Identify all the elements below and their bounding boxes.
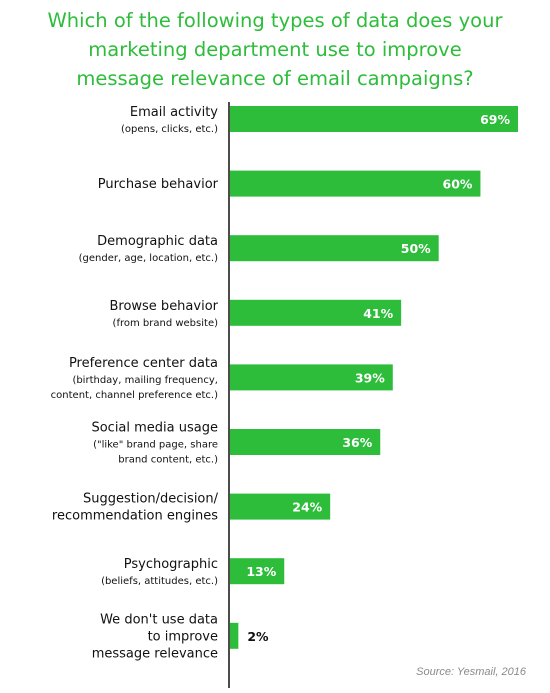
bar-value-label-0: 69% (480, 112, 510, 127)
category-label-6-0: Suggestion/decision/ (83, 492, 219, 507)
bar-1 (230, 170, 481, 197)
category-sublabel-0-0: (opens, clicks, etc.) (121, 124, 218, 135)
bar-0 (230, 106, 518, 132)
chart-title-line-1: Which of the following types of data doe… (47, 9, 503, 32)
category-sublabel-2-0: (gender, age, location, etc.) (79, 253, 218, 264)
chart-title-line-2: marketing department use to improve (88, 38, 462, 61)
bar-8 (230, 622, 239, 649)
source-note: Source: Yesmail, 2016 (416, 666, 526, 678)
bar-value-label-3: 41% (363, 306, 393, 321)
bar-2 (230, 235, 439, 262)
category-sublabel-4-0: (birthday, mailing frequency, (72, 375, 218, 386)
bar-value-label-7: 13% (246, 564, 276, 579)
category-label-5-0: Social media usage (91, 421, 218, 436)
chart-title: Which of the following types of data doe… (0, 6, 550, 93)
bar-7 (230, 558, 285, 585)
bar-value-label-8: 2% (247, 629, 269, 644)
bar-4 (230, 364, 393, 391)
category-label-8-1: to improve (148, 629, 218, 644)
category-label-8-2: message relevance (92, 646, 218, 661)
bar-value-label-1: 60% (443, 177, 473, 192)
category-label-0-0: Email activity (130, 105, 218, 120)
category-sublabel-5-0: ("like" brand page, share (93, 440, 218, 451)
bar-value-label-2: 50% (401, 241, 431, 256)
category-label-1-0: Purchase behavior (98, 177, 219, 192)
category-sublabel-3-0: (from brand website) (113, 318, 219, 329)
bar-5 (230, 429, 381, 455)
category-label-8-0: We don't use data (100, 612, 218, 627)
bar-value-label-5: 36% (342, 435, 372, 450)
bar-3 (230, 299, 402, 326)
bar-6 (230, 493, 331, 520)
category-label-3-0: Browse behavior (109, 299, 218, 314)
bar-value-label-6: 24% (292, 500, 322, 515)
category-label-4-0: Preference center data (69, 356, 218, 371)
category-label-7-0: Psychographic (124, 557, 218, 572)
chart-title-line-3: message relevance of email campaigns? (76, 67, 474, 90)
bar-value-label-4: 39% (355, 370, 385, 385)
category-label-6-1: recommendation engines (52, 509, 218, 524)
category-sublabel-4-1: content, channel preference etc.) (51, 390, 218, 401)
category-sublabel-7-0: (beliefs, attitudes, etc.) (101, 576, 218, 587)
category-label-2-0: Demographic data (97, 234, 218, 249)
category-sublabel-5-1: brand content, etc.) (118, 455, 218, 466)
